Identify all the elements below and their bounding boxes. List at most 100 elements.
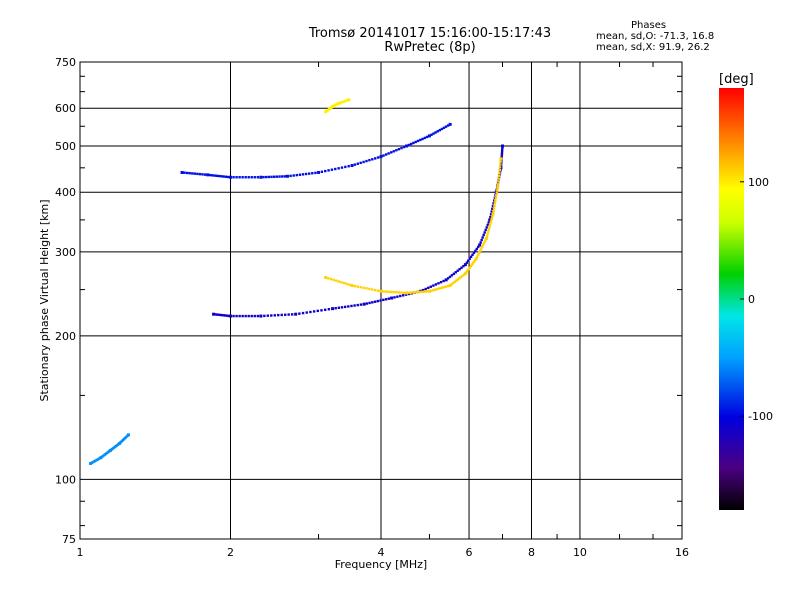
echo-point xyxy=(225,314,229,317)
echo-point xyxy=(484,236,488,240)
echo-point xyxy=(487,227,491,230)
echo-point xyxy=(496,188,499,192)
echo-point xyxy=(498,166,502,169)
echo-point xyxy=(461,274,464,278)
echo-point xyxy=(347,305,350,308)
echo-point xyxy=(323,308,327,311)
echo-point xyxy=(314,171,317,175)
echo-point xyxy=(301,173,305,176)
echo-point xyxy=(430,289,433,292)
echo-point xyxy=(362,160,365,164)
echo-point xyxy=(214,313,217,316)
echo-point xyxy=(448,283,452,287)
echo-point xyxy=(219,313,222,317)
echo-point xyxy=(290,313,294,316)
echo-point xyxy=(393,296,396,299)
echo-point xyxy=(298,173,302,176)
echo-point xyxy=(220,175,223,178)
echo-point xyxy=(250,176,253,179)
echo-point xyxy=(427,286,430,290)
echo-point xyxy=(475,255,479,259)
echo-point xyxy=(382,154,385,157)
echo-point xyxy=(191,172,194,175)
echo-point xyxy=(390,290,393,294)
echo-point xyxy=(480,247,483,250)
echo-point xyxy=(484,228,487,232)
echo-point xyxy=(478,243,482,247)
echo-point xyxy=(396,295,399,298)
echo-point xyxy=(284,313,287,316)
echo-point xyxy=(267,175,271,179)
echo-point xyxy=(448,275,452,279)
echo-point xyxy=(487,221,490,224)
echo-point xyxy=(387,297,391,300)
echo-point xyxy=(397,291,401,294)
echo-point xyxy=(304,172,308,176)
echo-point xyxy=(374,157,377,160)
echo-point xyxy=(353,284,357,288)
echo-point xyxy=(456,278,459,281)
echo-point xyxy=(376,156,380,159)
echo-point xyxy=(436,130,439,133)
echo-point xyxy=(374,288,377,292)
echo-point xyxy=(327,277,330,280)
echo-point xyxy=(479,241,482,244)
echo-point xyxy=(212,312,216,316)
echo-point xyxy=(272,175,276,178)
echo-point xyxy=(484,239,487,242)
echo-point xyxy=(379,289,383,293)
echo-point xyxy=(405,291,409,295)
echo-point xyxy=(478,251,481,254)
echo-point xyxy=(316,309,319,313)
echo-point xyxy=(301,311,305,315)
echo-point xyxy=(494,199,497,202)
echo-point xyxy=(348,283,351,286)
echo-trace xyxy=(324,98,351,114)
echo-point xyxy=(438,128,441,132)
echo-point xyxy=(463,272,467,276)
echo-point xyxy=(270,314,273,317)
echo-point xyxy=(489,222,492,226)
echo-point xyxy=(229,314,232,318)
phases-o-stats: mean, sd,O: -71.3, 16.8 xyxy=(596,31,715,42)
echo-point xyxy=(298,312,301,315)
echo-point xyxy=(356,303,359,307)
echo-point xyxy=(227,175,230,179)
echo-point xyxy=(400,146,403,150)
echo-point xyxy=(500,151,504,154)
echo-point xyxy=(495,193,498,197)
echo-point xyxy=(421,137,424,141)
echo-point xyxy=(491,212,495,216)
echo-point xyxy=(283,175,287,178)
echo-point xyxy=(350,304,353,308)
echo-point xyxy=(491,204,495,208)
echo-point xyxy=(371,158,374,161)
echo-point xyxy=(311,172,314,175)
echo-point xyxy=(500,149,504,152)
echo-point xyxy=(312,310,316,313)
echo-point xyxy=(492,207,496,210)
echo-point xyxy=(264,175,268,179)
x-tick-label: 4 xyxy=(378,546,385,559)
echo-point xyxy=(427,134,431,138)
echo-point xyxy=(210,174,214,177)
echo-point xyxy=(277,313,280,317)
echo-point xyxy=(451,281,455,285)
echo-point xyxy=(235,314,238,318)
x-tick-label: 8 xyxy=(528,546,535,559)
echo-point xyxy=(423,136,427,140)
echo-point xyxy=(368,301,371,305)
echo-point xyxy=(462,264,465,268)
echo-point xyxy=(472,251,476,255)
echo-point xyxy=(475,247,478,251)
echo-point xyxy=(331,307,335,311)
echo-point xyxy=(198,172,202,176)
echo-point xyxy=(440,127,444,131)
echo-point xyxy=(402,291,406,294)
echo-point xyxy=(365,287,368,290)
echo-point xyxy=(227,314,231,318)
echo-point xyxy=(444,278,448,282)
echo-trace xyxy=(324,157,503,295)
y-tick-label: 300 xyxy=(55,246,76,259)
echo-point xyxy=(395,291,398,294)
